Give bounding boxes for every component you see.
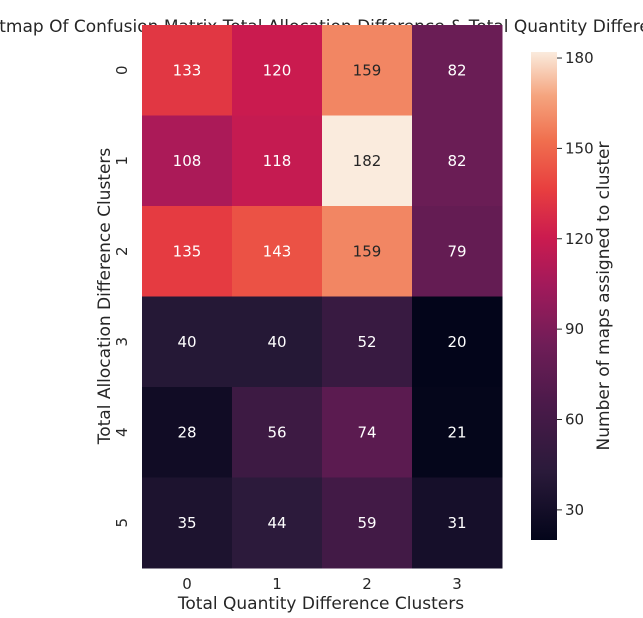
heatmap-cell <box>142 477 233 569</box>
heatmap-cell <box>232 25 323 116</box>
cell-value-label: 143 <box>263 242 292 260</box>
colorbar <box>531 52 557 540</box>
x-tick-label: 2 <box>362 575 372 593</box>
heatmap-cell <box>322 296 413 388</box>
heatmap-cell <box>142 206 233 297</box>
heatmap-cell <box>412 387 503 478</box>
cell-value-label: 35 <box>177 514 196 532</box>
cell-value-label: 82 <box>447 152 466 170</box>
x-tick-label: 3 <box>452 575 462 593</box>
colorbar-tick-label: 90 <box>565 320 584 338</box>
cell-value-label: 56 <box>267 423 286 441</box>
cell-value-label: 120 <box>263 61 292 79</box>
cell-value-label: 133 <box>173 61 202 79</box>
colorbar-tick-label: 180 <box>565 49 594 67</box>
x-tick-label: 0 <box>182 575 192 593</box>
cell-value-label: 79 <box>447 242 466 260</box>
heatmap-cell <box>412 477 503 569</box>
cell-value-label: 118 <box>263 152 292 170</box>
heatmap-cell <box>232 296 323 388</box>
heatmap-cell <box>142 25 233 116</box>
heatmap-cell <box>412 206 503 297</box>
cell-value-label: 159 <box>353 61 382 79</box>
cell-value-label: 21 <box>447 423 466 441</box>
y-tick-label: 5 <box>113 518 131 528</box>
heatmap-cell <box>142 387 233 478</box>
y-tick-label: 3 <box>113 337 131 347</box>
y-axis-ticks: 0 1 2 3 4 5 <box>113 65 131 527</box>
cell-value-label: 74 <box>357 423 376 441</box>
heatmap-cells: 133 120 159 82 108 118 182 82 135 143 159 79 40 40 52 2… <box>142 25 503 569</box>
cell-value-label: 108 <box>173 152 202 170</box>
cell-value-label: 159 <box>353 242 382 260</box>
cell-value-label: 82 <box>447 61 466 79</box>
cell-value-label: 40 <box>267 333 286 351</box>
y-tick-label: 2 <box>113 246 131 256</box>
cell-value-label: 40 <box>177 333 196 351</box>
heatmap-cell <box>412 296 503 388</box>
heatmap-cell <box>322 115 413 207</box>
y-axis-label: Total Allocation Difference Clusters <box>95 148 115 446</box>
cell-value-label: 44 <box>267 514 286 532</box>
cell-value-label: 20 <box>447 333 466 351</box>
heatmap-cell <box>232 206 323 297</box>
heatmap-cell <box>412 115 503 207</box>
cell-value-label: 28 <box>177 423 196 441</box>
cell-value-label: 182 <box>353 152 382 170</box>
y-tick-label: 1 <box>113 156 131 166</box>
cell-value-label: 31 <box>447 514 466 532</box>
heatmap-cell <box>142 296 233 388</box>
cell-value-label: 52 <box>357 333 376 351</box>
cell-value-label: 135 <box>173 242 202 260</box>
x-tick-label: 1 <box>272 575 282 593</box>
colorbar-label: Number of maps assigned to cluster <box>594 142 614 451</box>
x-axis-label: Total Quantity Difference Clusters <box>177 594 464 614</box>
heatmap-cell <box>142 115 233 207</box>
colorbar-ticks: 30 60 90 120 150 180 <box>557 49 594 519</box>
colorbar-tick-label: 150 <box>565 139 594 157</box>
y-tick-label: 4 <box>113 427 131 437</box>
colorbar-tick-label: 120 <box>565 230 594 248</box>
heatmap-cell <box>412 25 503 116</box>
x-axis-ticks: 0 1 2 3 <box>182 575 462 593</box>
colorbar-tick-label: 30 <box>565 501 584 519</box>
heatmap-cell <box>322 387 413 478</box>
heatmap-cell <box>322 477 413 569</box>
heatmap-cell <box>232 477 323 569</box>
y-tick-label: 0 <box>113 65 131 75</box>
colorbar-tick-label: 60 <box>565 411 584 429</box>
heatmap-cell <box>322 206 413 297</box>
cell-value-label: 59 <box>357 514 376 532</box>
heatmap-cell <box>322 25 413 116</box>
heatmap-cell <box>232 115 323 207</box>
heatmap-cell <box>232 387 323 478</box>
